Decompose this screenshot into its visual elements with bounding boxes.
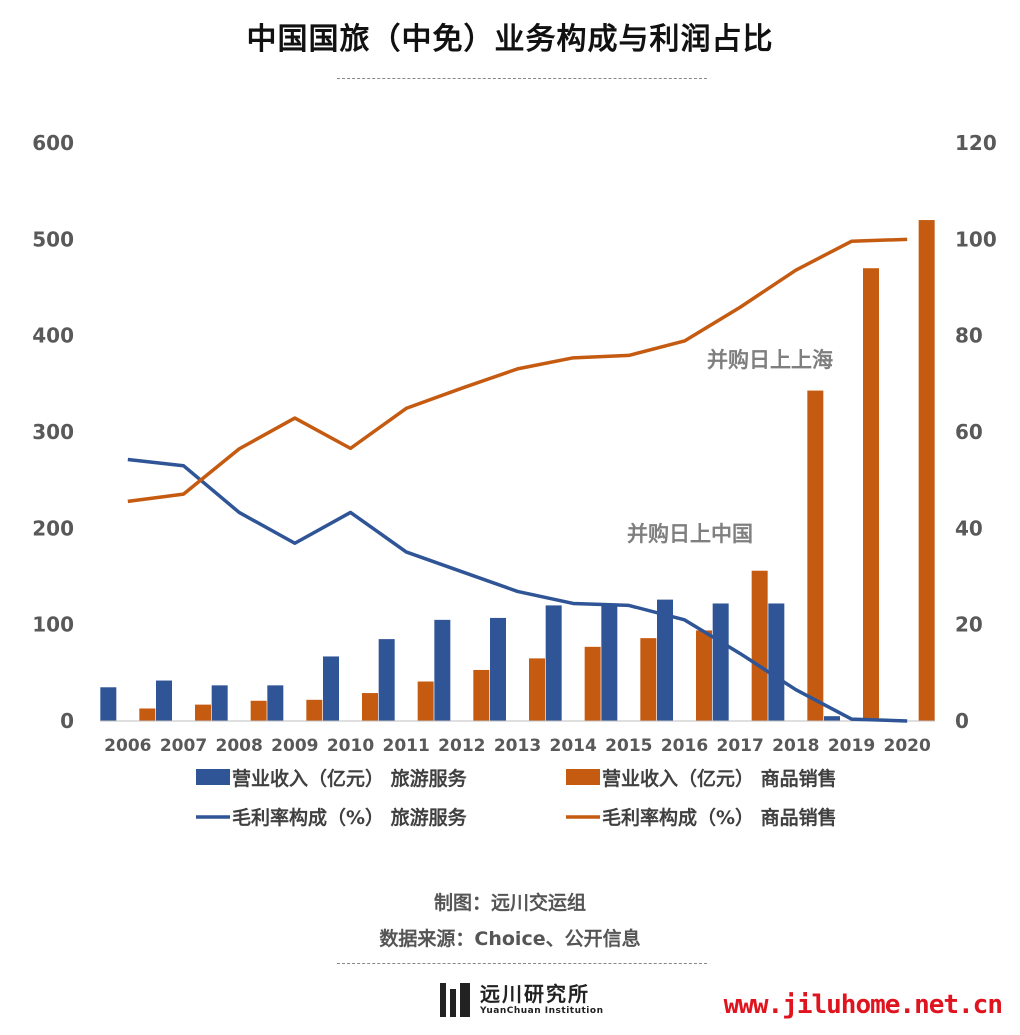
site-watermark: www.jiluhome.net.cn bbox=[723, 990, 1003, 1020]
annotation-label: 并购日上中国 bbox=[627, 522, 753, 546]
bar bbox=[657, 599, 673, 721]
bar bbox=[584, 646, 601, 721]
x-tick-label: 2006 bbox=[104, 736, 151, 756]
bar bbox=[267, 685, 284, 721]
logo-name-en: YuanChuan Institution bbox=[480, 1006, 604, 1016]
y-left-tick-label: 200 bbox=[32, 516, 74, 540]
x-tick-label: 2007 bbox=[160, 736, 207, 756]
legend-label: 营业收入（亿元） 旅游服务 bbox=[232, 767, 468, 790]
y-left-tick-label: 0 bbox=[60, 709, 74, 733]
legend-label: 营业收入（亿元） 商品销售 bbox=[602, 767, 837, 790]
annotation-label: 并购日上上海 bbox=[707, 348, 833, 372]
x-tick-label: 2013 bbox=[494, 736, 541, 756]
bar bbox=[100, 687, 117, 721]
bar bbox=[211, 685, 228, 721]
bar bbox=[306, 699, 323, 721]
credit-maker: 制图：远川交运组 bbox=[433, 892, 586, 914]
x-tick-label: 2009 bbox=[271, 736, 318, 756]
y-right-tick-label: 40 bbox=[955, 516, 983, 540]
legend-swatch bbox=[196, 769, 230, 785]
y-right-tick-label: 100 bbox=[955, 227, 997, 251]
bar bbox=[918, 220, 935, 722]
chart: 0 100 200 300 400 500 600 0 20 40 60 80 100 120 2006 20… bbox=[32, 131, 997, 829]
bar bbox=[696, 630, 712, 721]
bar bbox=[751, 570, 768, 721]
x-tick-label: 2011 bbox=[383, 736, 430, 756]
logo-name-cn: 远川研究所 bbox=[480, 982, 590, 1006]
y-right-tick-label: 80 bbox=[955, 324, 983, 348]
bar bbox=[601, 603, 618, 721]
bar bbox=[473, 669, 490, 721]
brand-logo: 远川研究所 YuanChuan Institution bbox=[440, 980, 603, 1020]
legend-label: 毛利率构成（%） 商品销售 bbox=[602, 806, 837, 829]
y-left-tick-label: 500 bbox=[32, 227, 74, 251]
bar bbox=[195, 704, 211, 721]
bar bbox=[640, 638, 657, 721]
bar bbox=[529, 658, 545, 721]
y-left-tick-label: 300 bbox=[32, 420, 74, 444]
title-divider bbox=[337, 78, 707, 79]
y-right-tick-label: 20 bbox=[955, 613, 983, 637]
bar bbox=[378, 639, 395, 721]
x-tick-label: 2012 bbox=[438, 736, 485, 756]
bar bbox=[863, 268, 879, 721]
x-tick-label: 2018 bbox=[772, 736, 819, 756]
x-tick-label: 2014 bbox=[550, 736, 597, 756]
series-line bbox=[127, 237, 908, 504]
bar bbox=[824, 716, 840, 721]
bar bbox=[323, 656, 339, 721]
legend-label: 毛利率构成（%） 旅游服务 bbox=[232, 806, 468, 829]
y-right-tick-label: 0 bbox=[955, 709, 969, 733]
series-line bbox=[127, 457, 908, 723]
bar bbox=[712, 603, 729, 721]
bar bbox=[807, 390, 824, 721]
bar bbox=[156, 680, 172, 721]
x-tick-label: 2008 bbox=[216, 736, 263, 756]
legend-swatch bbox=[566, 769, 600, 785]
bar bbox=[250, 700, 267, 721]
x-tick-label: 2019 bbox=[828, 736, 875, 756]
x-tick-label: 2020 bbox=[884, 736, 931, 756]
bar bbox=[545, 605, 562, 721]
x-tick-label: 2015 bbox=[605, 736, 652, 756]
footer-divider bbox=[337, 963, 707, 964]
y-right-tick-label: 60 bbox=[955, 420, 983, 444]
credit-source: 数据来源：Choice、公开信息 bbox=[379, 928, 641, 950]
x-tick-label: 2010 bbox=[327, 736, 374, 756]
y-right-tick-label: 120 bbox=[955, 131, 997, 155]
y-left-tick-label: 100 bbox=[32, 613, 74, 637]
bar bbox=[362, 693, 378, 721]
bar bbox=[768, 603, 785, 721]
bar bbox=[139, 708, 156, 721]
chart-title: 中国国旅（中免）业务构成与利润占比 bbox=[246, 22, 774, 57]
logo-mark-icon bbox=[440, 983, 470, 1017]
y-left-tick-label: 600 bbox=[32, 131, 74, 155]
x-tick-label: 2017 bbox=[717, 736, 764, 756]
bar bbox=[434, 619, 451, 721]
bar bbox=[490, 617, 506, 721]
y-left-tick-label: 400 bbox=[32, 324, 74, 348]
x-tick-label: 2016 bbox=[661, 736, 708, 756]
bar bbox=[417, 681, 434, 721]
